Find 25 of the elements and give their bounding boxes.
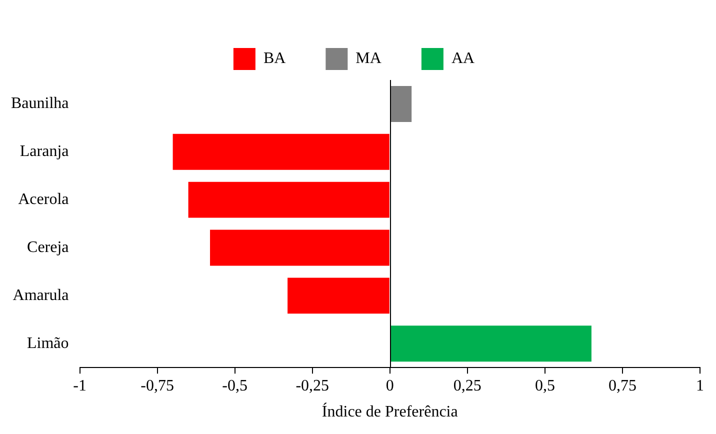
y-tick-label: Acerola bbox=[18, 191, 69, 208]
x-tick-label: 0,75 bbox=[608, 377, 636, 394]
legend-label: MA bbox=[356, 50, 382, 68]
bar bbox=[288, 278, 390, 314]
x-axis-title: Índice de Preferência bbox=[322, 402, 458, 421]
bar bbox=[210, 230, 390, 266]
y-tick-label: Limão bbox=[27, 334, 69, 352]
y-tick-label: Amarula bbox=[12, 286, 69, 304]
bar bbox=[390, 326, 592, 362]
x-tick-label: -0,25 bbox=[296, 377, 330, 394]
x-tick-label: 0 bbox=[386, 377, 394, 394]
x-tick-label: -0,75 bbox=[140, 377, 174, 394]
y-tick-label: Baunilha bbox=[11, 95, 69, 112]
y-tick-label: Cereja bbox=[27, 238, 69, 256]
x-tick-label: -0,5 bbox=[222, 377, 248, 394]
bar bbox=[390, 86, 412, 122]
bar bbox=[188, 182, 390, 218]
legend-label: BA bbox=[263, 50, 286, 68]
x-tick-label: 0,5 bbox=[534, 377, 555, 394]
x-tick-label: 0,25 bbox=[453, 377, 482, 394]
bar bbox=[172, 134, 390, 170]
legend-label: AA bbox=[451, 50, 476, 68]
y-tick-label: Laranja bbox=[20, 143, 69, 160]
x-tick-label: -1 bbox=[73, 377, 86, 394]
x-tick-label: 1 bbox=[696, 377, 704, 394]
